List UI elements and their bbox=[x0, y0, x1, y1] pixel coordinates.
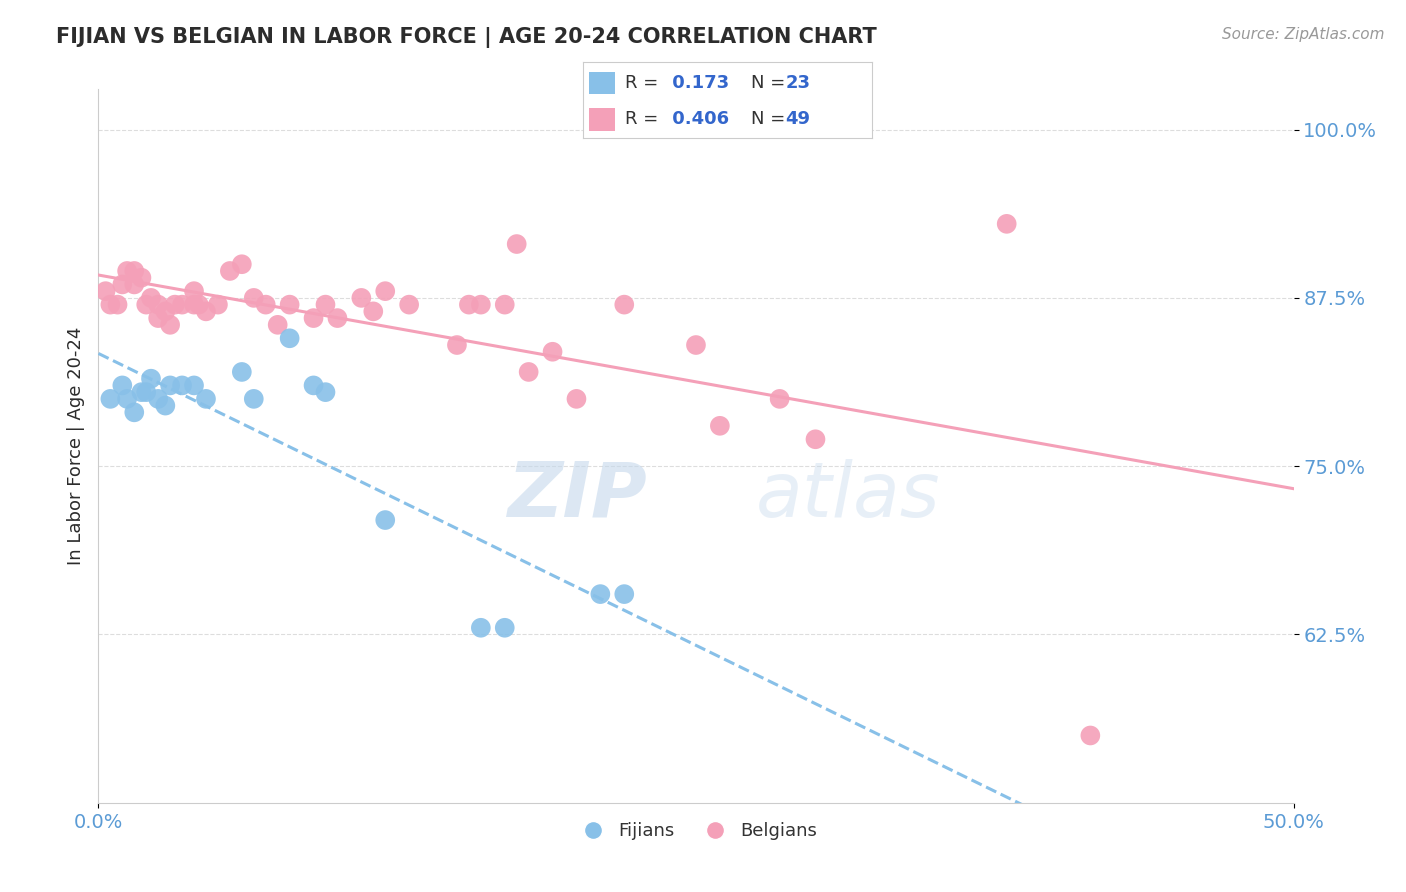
Text: 49: 49 bbox=[785, 111, 810, 128]
Point bbox=[124, 277, 146, 292]
Point bbox=[326, 311, 349, 326]
Point bbox=[183, 298, 205, 312]
Point bbox=[768, 392, 790, 406]
Point bbox=[350, 291, 373, 305]
Point bbox=[131, 270, 153, 285]
Point bbox=[195, 392, 218, 406]
Point bbox=[231, 365, 253, 379]
Point bbox=[315, 385, 337, 400]
Point bbox=[494, 621, 516, 635]
Point bbox=[494, 298, 516, 312]
Text: R =: R = bbox=[626, 111, 658, 128]
Point bbox=[172, 378, 194, 392]
Point bbox=[278, 331, 301, 345]
Point bbox=[148, 311, 170, 326]
Point bbox=[315, 298, 337, 312]
Text: N =: N = bbox=[751, 74, 785, 92]
Point bbox=[458, 298, 481, 312]
Point bbox=[159, 378, 181, 392]
Text: ZIP: ZIP bbox=[509, 459, 648, 533]
Y-axis label: In Labor Force | Age 20-24: In Labor Force | Age 20-24 bbox=[66, 326, 84, 566]
Point bbox=[995, 217, 1018, 231]
Point bbox=[231, 257, 253, 271]
Text: atlas: atlas bbox=[756, 459, 941, 533]
Text: 23: 23 bbox=[785, 74, 810, 92]
Point bbox=[470, 621, 492, 635]
Point bbox=[278, 298, 301, 312]
Point bbox=[159, 318, 181, 332]
Point bbox=[243, 291, 266, 305]
FancyBboxPatch shape bbox=[589, 71, 616, 95]
Point bbox=[98, 392, 122, 406]
Point bbox=[155, 399, 177, 413]
Point bbox=[219, 264, 242, 278]
Point bbox=[111, 277, 134, 292]
Point bbox=[98, 298, 122, 312]
Point bbox=[1080, 729, 1102, 743]
Point bbox=[115, 392, 138, 406]
Point bbox=[124, 405, 146, 419]
Point bbox=[374, 284, 396, 298]
Point bbox=[565, 392, 588, 406]
Text: N =: N = bbox=[751, 111, 785, 128]
Point bbox=[517, 365, 540, 379]
Point bbox=[139, 291, 162, 305]
Point bbox=[685, 338, 707, 352]
Point bbox=[183, 284, 205, 298]
Point bbox=[163, 298, 186, 312]
Point bbox=[111, 378, 134, 392]
Point bbox=[139, 372, 162, 386]
Point bbox=[470, 298, 492, 312]
Legend: Fijians, Belgians: Fijians, Belgians bbox=[568, 815, 824, 847]
Text: FIJIAN VS BELGIAN IN LABOR FORCE | AGE 20-24 CORRELATION CHART: FIJIAN VS BELGIAN IN LABOR FORCE | AGE 2… bbox=[56, 27, 877, 48]
Point bbox=[254, 298, 277, 312]
Point bbox=[131, 385, 153, 400]
Point bbox=[243, 392, 266, 406]
Point bbox=[374, 513, 396, 527]
Point bbox=[183, 378, 205, 392]
Point bbox=[506, 237, 529, 252]
Text: 0.406: 0.406 bbox=[665, 111, 728, 128]
Point bbox=[363, 304, 385, 318]
Point bbox=[398, 298, 420, 312]
Text: Source: ZipAtlas.com: Source: ZipAtlas.com bbox=[1222, 27, 1385, 42]
Point bbox=[94, 284, 117, 298]
Point bbox=[115, 264, 138, 278]
Point bbox=[155, 304, 177, 318]
Point bbox=[135, 385, 157, 400]
Point bbox=[302, 378, 325, 392]
Text: 0.173: 0.173 bbox=[665, 74, 728, 92]
Point bbox=[195, 304, 218, 318]
Point bbox=[135, 298, 157, 312]
Point bbox=[187, 298, 209, 312]
Point bbox=[172, 298, 194, 312]
Point bbox=[709, 418, 731, 433]
Point bbox=[613, 587, 636, 601]
Point bbox=[446, 338, 468, 352]
Point bbox=[148, 392, 170, 406]
FancyBboxPatch shape bbox=[589, 108, 616, 130]
Point bbox=[267, 318, 290, 332]
Point bbox=[124, 264, 146, 278]
Point bbox=[107, 298, 129, 312]
Point bbox=[148, 298, 170, 312]
Point bbox=[207, 298, 229, 312]
Point bbox=[804, 432, 827, 446]
Point bbox=[589, 587, 612, 601]
Point bbox=[613, 298, 636, 312]
Point bbox=[302, 311, 325, 326]
Text: R =: R = bbox=[626, 74, 658, 92]
Point bbox=[541, 344, 564, 359]
